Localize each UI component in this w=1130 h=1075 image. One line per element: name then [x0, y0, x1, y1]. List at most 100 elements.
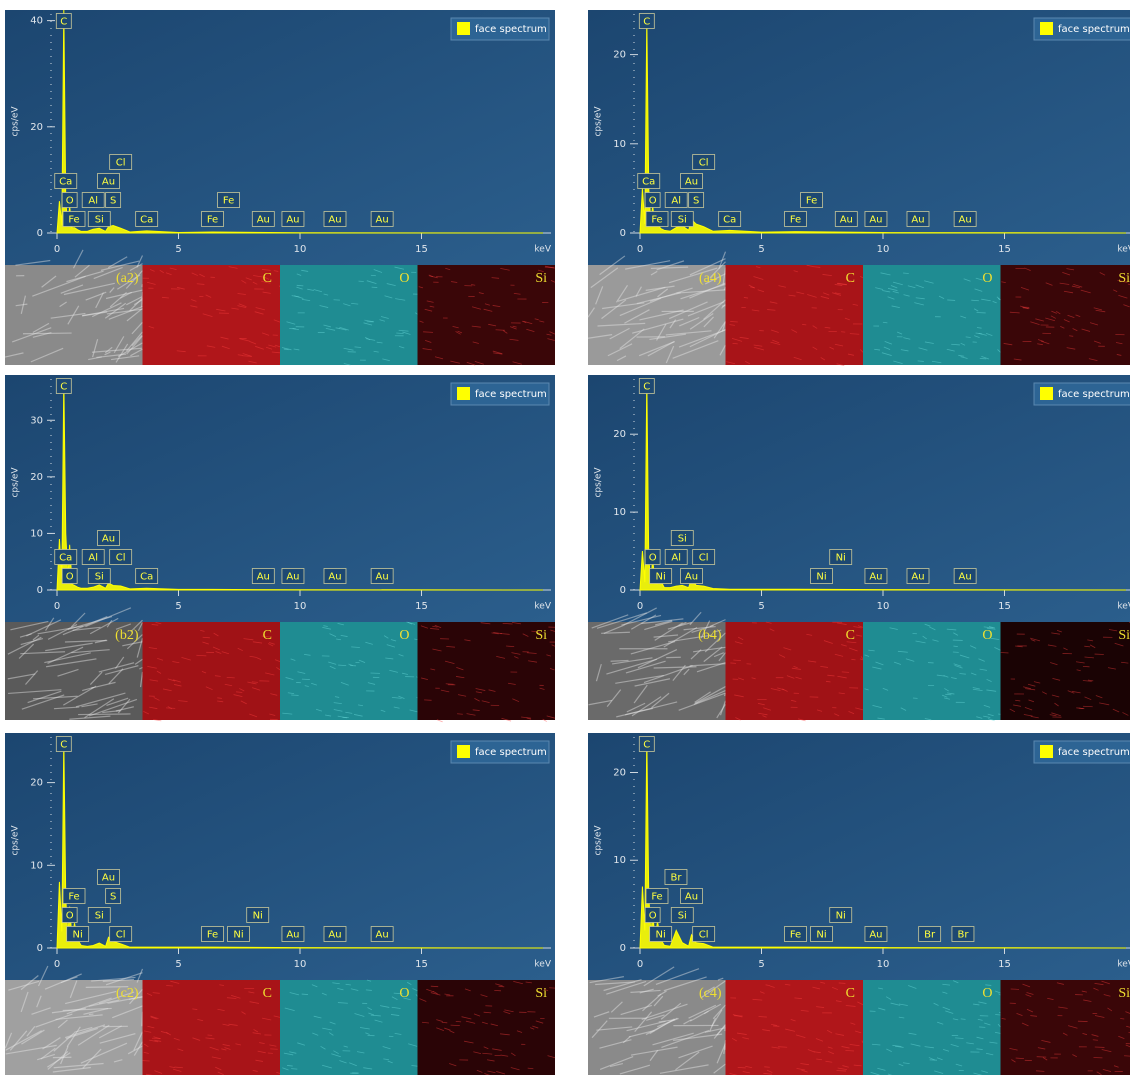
peak-label: Br [924, 930, 936, 941]
peak-label: Ni [836, 553, 846, 564]
peak-label: O [66, 911, 74, 922]
peak-label: Fe [68, 215, 79, 226]
peak-label: Au [840, 215, 853, 226]
peak-label: Au [376, 930, 389, 941]
map-label: (b2) [115, 628, 139, 643]
y-tick-label: 0 [37, 585, 43, 596]
element-map [1001, 622, 1130, 720]
peak-label: Au [286, 572, 299, 583]
peak-label: Cl [116, 158, 126, 169]
map-label: C [846, 628, 855, 643]
x-tick-label: 0 [54, 244, 60, 255]
peak-label: Au [869, 930, 882, 941]
y-tick-label: 10 [613, 855, 626, 866]
y-tick-label: 30 [30, 415, 43, 426]
peak-label: S [693, 196, 699, 207]
x-tick-label: 5 [175, 601, 181, 612]
peak-label: Si [95, 215, 104, 226]
y-tick-label: 10 [613, 139, 626, 150]
y-axis-title: cps/eV [594, 825, 604, 856]
plot-background [5, 10, 555, 265]
peak-label: Au [286, 215, 299, 226]
y-tick-label: 20 [613, 429, 626, 440]
legend-swatch [1040, 22, 1053, 35]
peak-label: Fe [806, 196, 817, 207]
map-label: O [399, 628, 409, 643]
element-map [726, 980, 864, 1075]
y-tick-label: 0 [37, 943, 43, 954]
element-map [280, 265, 418, 365]
x-axis-title: keV [1117, 960, 1130, 970]
element-map [863, 265, 1001, 365]
y-tick-label: 0 [620, 943, 626, 954]
legend-label: face spectrum [475, 747, 547, 758]
peak-label: Au [102, 534, 115, 545]
x-tick-label: 0 [637, 959, 643, 970]
map-label: (a4) [699, 271, 722, 286]
peak-label: C [60, 382, 67, 393]
x-tick-label: 10 [877, 601, 890, 612]
plot-background [5, 375, 555, 622]
peak-label: Au [102, 177, 115, 188]
peak-label: Al [88, 553, 98, 564]
element-map [280, 980, 418, 1075]
peak-label: Ni [836, 911, 846, 922]
x-tick-label: 0 [54, 601, 60, 612]
y-tick-label: 0 [37, 228, 43, 239]
legend-swatch [1040, 745, 1053, 758]
peak-label: Ca [59, 177, 72, 188]
element-map [863, 622, 1001, 720]
element-map [1001, 980, 1130, 1075]
x-axis-title: keV [1117, 245, 1130, 255]
element-map [143, 265, 281, 365]
x-axis-title: keV [534, 245, 551, 255]
legend-swatch [1040, 387, 1053, 400]
figure: 05101502040keVcps/eVface spectrumCFeOCaS… [0, 0, 1130, 1075]
x-tick-label: 10 [877, 959, 890, 970]
legend-swatch [457, 745, 470, 758]
x-axis-title: keV [534, 960, 551, 970]
map-label: O [982, 628, 992, 643]
y-tick-label: 0 [620, 585, 626, 596]
peak-label: Fe [223, 196, 234, 207]
peak-label: Cl [116, 553, 126, 564]
element-map [1001, 265, 1130, 365]
y-axis-title: cps/eV [594, 467, 604, 498]
peak-label: Au [685, 892, 698, 903]
map-label: (c2) [116, 986, 139, 1001]
peak-label: Cl [699, 158, 709, 169]
y-tick-label: 0 [620, 228, 626, 239]
peak-label: Fe [790, 930, 801, 941]
map-label: C [263, 271, 272, 286]
peak-label: Cl [699, 553, 709, 564]
legend-label: face spectrum [1058, 389, 1130, 400]
peak-label: Fe [207, 930, 218, 941]
peak-label: C [60, 740, 67, 751]
peak-label: Si [95, 911, 104, 922]
peak-label: Cl [116, 930, 126, 941]
peak-label: O [649, 196, 657, 207]
peak-label: O [649, 911, 657, 922]
peak-label: Si [95, 572, 104, 583]
peak-label: Au [328, 930, 341, 941]
map-label: Si [535, 271, 547, 286]
peak-label: Si [678, 215, 687, 226]
x-tick-label: 10 [294, 244, 307, 255]
x-tick-label: 15 [415, 959, 428, 970]
peak-label: Au [102, 873, 115, 884]
legend-swatch [457, 387, 470, 400]
map-label: C [846, 986, 855, 1001]
peak-label: Au [911, 215, 924, 226]
peak-label: Au [959, 572, 972, 583]
peak-label: Ca [140, 215, 153, 226]
y-tick-label: 20 [30, 122, 43, 133]
peak-label: O [66, 572, 74, 583]
peak-label: C [643, 17, 650, 28]
peak-label: Au [328, 215, 341, 226]
legend-label: face spectrum [1058, 24, 1130, 35]
peak-label: Fe [651, 892, 662, 903]
map-label: O [982, 986, 992, 1001]
legend-swatch [457, 22, 470, 35]
map-label: C [263, 628, 272, 643]
peak-label: Ni [816, 572, 826, 583]
